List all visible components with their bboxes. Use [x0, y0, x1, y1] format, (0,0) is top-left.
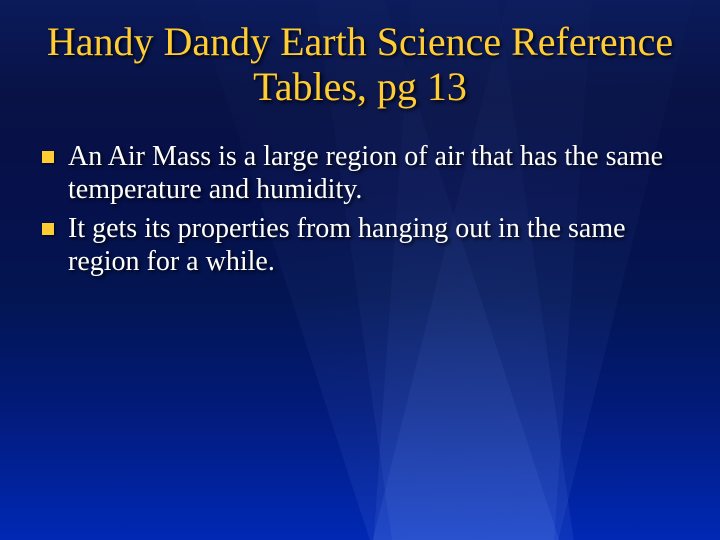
list-item: It gets its properties from hanging out … [42, 212, 678, 278]
bullet-text: It gets its properties from hanging out … [68, 212, 678, 278]
slide: Handy Dandy Earth Science Reference Tabl… [0, 0, 720, 540]
slide-title: Handy Dandy Earth Science Reference Tabl… [0, 20, 720, 110]
bullet-text: An Air Mass is a large region of air tha… [68, 140, 678, 206]
square-bullet-icon [42, 151, 54, 163]
list-item: An Air Mass is a large region of air tha… [42, 140, 678, 206]
slide-body: An Air Mass is a large region of air tha… [42, 140, 678, 284]
square-bullet-icon [42, 223, 54, 235]
